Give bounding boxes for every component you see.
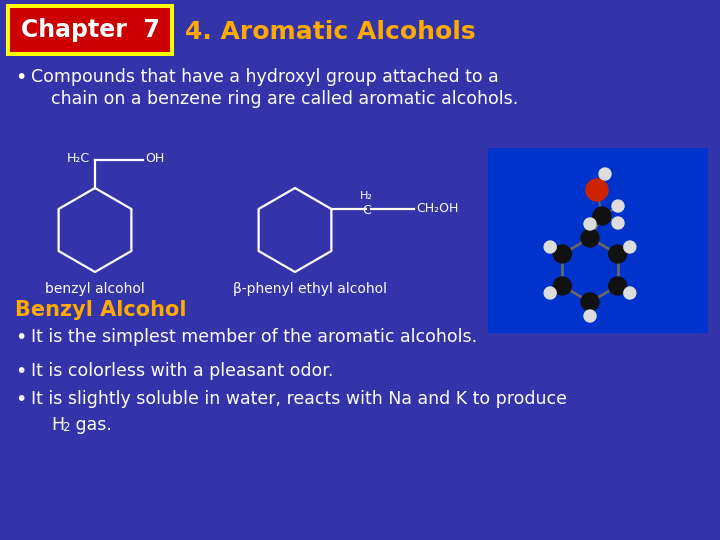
Text: It is slightly soluble in water, reacts with Na and K to produce: It is slightly soluble in water, reacts … [31, 390, 567, 408]
Bar [488, 148, 708, 333]
Text: C: C [362, 204, 371, 217]
Circle shape [608, 277, 626, 295]
Text: H₂: H₂ [360, 191, 373, 201]
Bar [6, 4, 174, 56]
Text: benzyl alcohol: benzyl alcohol [45, 282, 145, 296]
Text: It is the simplest member of the aromatic alcohols.: It is the simplest member of the aromati… [31, 328, 477, 346]
Bar [10, 8, 170, 52]
Circle shape [553, 245, 571, 263]
Circle shape [553, 277, 571, 295]
Text: H: H [51, 416, 64, 434]
Circle shape [586, 179, 608, 201]
Text: Benzyl Alcohol: Benzyl Alcohol [15, 300, 186, 320]
Circle shape [624, 241, 636, 253]
Text: •: • [15, 390, 27, 409]
Text: chain on a benzene ring are called aromatic alcohols.: chain on a benzene ring are called aroma… [51, 90, 518, 108]
Circle shape [581, 293, 599, 311]
Circle shape [612, 217, 624, 229]
Text: 4. Aromatic Alcohols: 4. Aromatic Alcohols [185, 20, 476, 44]
Circle shape [581, 229, 599, 247]
Text: gas.: gas. [70, 416, 112, 434]
Text: 2: 2 [62, 421, 70, 434]
Circle shape [593, 207, 611, 225]
Text: It is colorless with a pleasant odor.: It is colorless with a pleasant odor. [31, 362, 333, 380]
Circle shape [584, 218, 596, 230]
Circle shape [544, 287, 556, 299]
Circle shape [584, 310, 596, 322]
Circle shape [624, 287, 636, 299]
Text: •: • [15, 362, 27, 381]
Text: •: • [15, 68, 27, 87]
Text: Compounds that have a hydroxyl group attached to a: Compounds that have a hydroxyl group att… [31, 68, 499, 86]
Text: H₂C: H₂C [67, 152, 90, 165]
Text: Chapter  7: Chapter 7 [21, 18, 159, 42]
Circle shape [599, 168, 611, 180]
Circle shape [612, 200, 624, 212]
Circle shape [608, 245, 626, 263]
Text: β-phenyl ethyl alcohol: β-phenyl ethyl alcohol [233, 282, 387, 296]
Circle shape [544, 241, 556, 253]
Text: OH: OH [145, 152, 164, 165]
Text: •: • [15, 328, 27, 347]
Text: CH₂OH: CH₂OH [416, 201, 459, 214]
